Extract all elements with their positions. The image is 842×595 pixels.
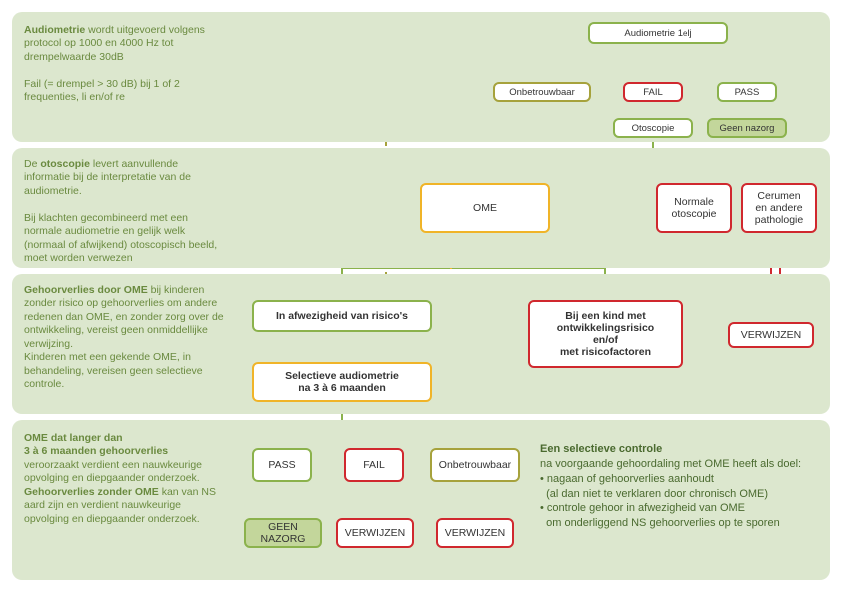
node-onb2: Onbetrouwbaar — [430, 448, 520, 482]
node-selectief: Selectieve audiometriena 3 à 6 maanden — [252, 362, 432, 402]
node-verw2: VERWIJZEN — [336, 518, 414, 548]
sidetext-s3: Gehoorverlies door OME bij kinderen zond… — [24, 284, 224, 392]
right-info: Een selectieve controlena voorgaande geh… — [540, 442, 840, 531]
sidetext-s1: Audiometrie wordt uitgevoerd volgens pro… — [24, 24, 224, 105]
sidetext-s4: OME dat langer dan3 à 6 maanden gehoorve… — [24, 432, 224, 526]
node-fail: FAIL — [623, 82, 683, 102]
node-cerumen: Cerumenen anderepathologie — [741, 183, 817, 233]
node-risico: Bij een kind metontwikkelingsrisicoen/of… — [528, 300, 683, 368]
node-audiometrie: Audiometrie 1e lj — [588, 22, 728, 44]
node-fail2: FAIL — [344, 448, 404, 482]
node-geen_nazorg: Geen nazorg — [707, 118, 787, 138]
node-verw3: VERWIJZEN — [436, 518, 514, 548]
node-ome: OME — [420, 183, 550, 233]
node-norm_oto: Normaleotoscopie — [656, 183, 732, 233]
node-pass: PASS — [717, 82, 777, 102]
node-geen2: GEEN NAZORG — [244, 518, 322, 548]
node-onbetrouwbaar: Onbetrouwbaar — [493, 82, 591, 102]
sidetext-s2: De otoscopie levert aanvullende informat… — [24, 158, 224, 266]
node-otoscopie: Otoscopie — [613, 118, 693, 138]
node-verwijzen1: VERWIJZEN — [728, 322, 814, 348]
node-inafw: In afwezigheid van risico's — [252, 300, 432, 332]
node-pass2: PASS — [252, 448, 312, 482]
